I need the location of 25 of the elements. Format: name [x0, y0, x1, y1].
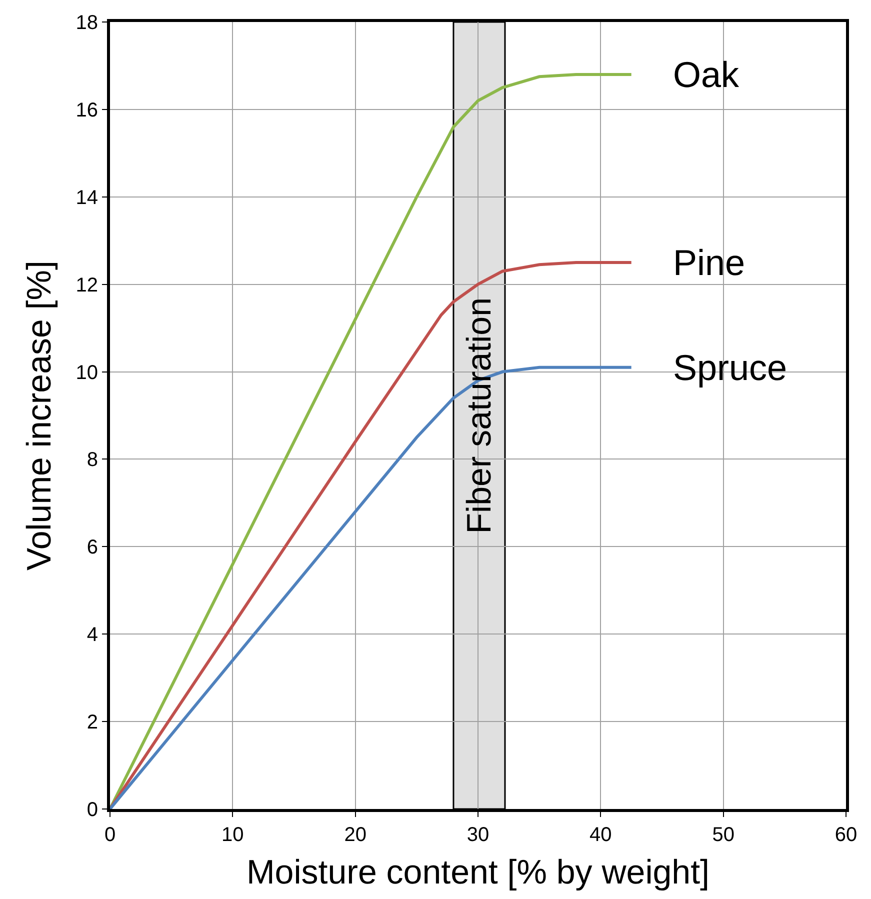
x-tick-label: 60 — [834, 824, 858, 846]
y-tick-label: 16 — [76, 99, 98, 122]
y-tick-label: 18 — [76, 12, 98, 34]
y-tick-label: 4 — [86, 624, 98, 646]
y-tick-label: 10 — [76, 362, 98, 384]
y-tick-label: 2 — [86, 712, 98, 734]
x-tick-label: 50 — [712, 824, 734, 846]
y-tick-label: 14 — [76, 186, 98, 209]
y-tick-label: 12 — [76, 274, 98, 296]
x-tick-label: 40 — [590, 824, 612, 846]
x-axis-title: Moisture content [% by weight] — [246, 853, 710, 892]
y-axis-title: Volume increase [%] — [20, 260, 58, 570]
y-tick-label: 6 — [86, 536, 98, 559]
series-label: Oak — [673, 54, 740, 95]
line-series — [110, 72, 633, 809]
y-tick-label: 8 — [86, 449, 98, 472]
x-tick-label: 0 — [104, 824, 116, 846]
series-label: Spruce — [673, 347, 788, 388]
x-tick-label: 10 — [222, 824, 244, 846]
band-label: Fiber saturation — [460, 297, 499, 534]
line-series — [110, 260, 633, 809]
y-tick-label: 0 — [86, 799, 98, 821]
x-tick-label: 30 — [466, 824, 490, 846]
series-label: Pine — [673, 242, 746, 283]
x-tick-label: 20 — [344, 824, 366, 846]
